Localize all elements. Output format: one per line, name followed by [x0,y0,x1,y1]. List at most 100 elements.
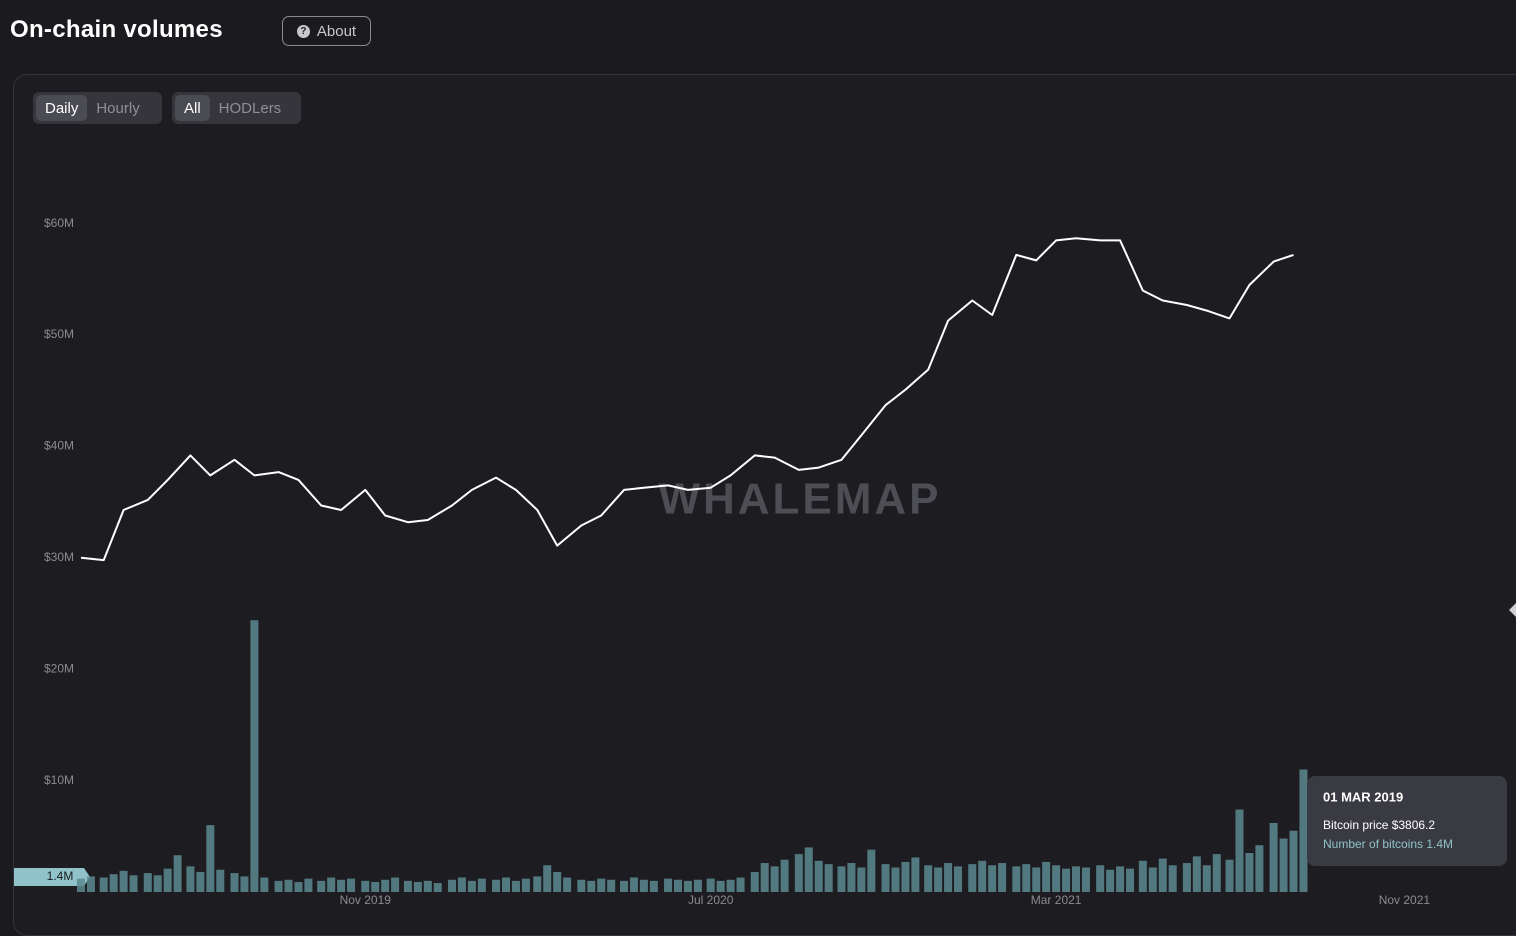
volume-bar [381,879,390,892]
scroll-arrow[interactable] [1509,603,1516,617]
volume-bar [327,877,336,892]
volume-bar [673,879,682,892]
volume-bar [1012,866,1021,892]
volume-bar [284,879,293,892]
volume-bar [587,880,596,892]
volume-bar [1269,822,1278,892]
volume-bar [1052,865,1061,892]
tooltip-count: Number of bitcoins 1.4M [1323,837,1453,851]
volume-bar [988,865,997,892]
volume-bar [457,877,466,892]
volume-bar [629,877,638,892]
volume-bar [1212,854,1221,892]
volume-bar [857,867,866,892]
volume-bar [954,866,963,892]
volume-bar [186,866,195,892]
volume-bar [433,883,442,892]
volume-bar [924,865,933,892]
volume-bar [726,879,735,892]
volume-bar [639,879,648,892]
volume-bar [543,865,552,892]
volume-bar [86,876,95,892]
volume-bar [304,878,313,892]
volume-bar [716,880,725,892]
volume-bar [361,880,370,892]
volume-bar [911,857,920,892]
volume-bar [1096,865,1105,892]
y-tick-label: $10M [44,773,74,787]
daily-button[interactable]: Daily [36,95,88,121]
volume-bar [1072,866,1081,892]
y-tick-label: $40M [44,439,74,453]
volume-bar [163,868,172,892]
about-label: About [316,22,357,40]
volume-bar [337,879,346,892]
volume-bar [274,880,283,892]
volume-bar [99,877,108,892]
volume-bar [837,866,846,892]
volume-bar [1062,868,1071,892]
volume-bar [143,873,152,892]
volume-bar [1022,864,1031,892]
volume-bar [770,866,779,892]
volume-bar [577,879,586,892]
y-tick-label: $50M [44,327,74,341]
volume-bar [1126,868,1135,892]
volume-bar [521,878,530,892]
volume-bar [1255,845,1264,892]
volume-bar [736,877,745,892]
volume-bar [250,620,259,892]
volume-bar [230,873,239,892]
volume-bar [1116,866,1125,892]
tooltip-date: 01 MAR 2019 [1323,789,1403,804]
volume-bar [216,869,225,892]
volume-bar [129,875,138,892]
volume-bar [1032,867,1041,892]
about-button[interactable]: ? About [282,16,371,46]
volume-bar [511,880,520,892]
volume-bar [76,878,85,892]
volume-bar [978,860,987,892]
hourly-button[interactable]: Hourly [96,99,140,117]
volume-bar [760,863,769,892]
volume-bar [317,880,326,892]
x-tick-label: Nov 2021 [1379,893,1431,907]
volume-bar [1202,865,1211,892]
all-button[interactable]: All [175,95,210,121]
volume-bar [1235,809,1244,892]
volume-bar [1168,865,1177,892]
volume-bar [998,863,1007,892]
volume-bar [1106,869,1115,892]
page: On-chain volumes {"header": {"title": "O… [10,16,1516,936]
volume-bar [1042,861,1051,892]
volume-bar [1299,769,1308,892]
volume-bar [607,879,616,892]
volume-bar [683,880,692,892]
interval-toggle: Daily Hourly [33,92,162,124]
tooltip-price: Bitcoin price $3806.2 [1323,818,1435,832]
volume-bar [347,878,356,892]
volume-bar [814,860,823,892]
volume-bar [153,875,162,892]
volume-bar [563,877,572,892]
volume-bar [1289,830,1298,892]
crosshair-label: 1.4M [47,869,74,883]
help-icon: ? [296,24,310,38]
volume-bar [423,880,432,892]
volume-bar [881,864,890,892]
price-line [80,237,1294,562]
volume-bar [403,880,412,892]
volume-bar [944,863,953,892]
volume-bar [553,871,562,892]
volume-bar [664,878,673,892]
volume-bar [934,867,943,892]
volume-bar [109,874,118,892]
volume-bar [891,867,900,892]
volume-bar [706,878,715,892]
volume-bar [780,859,789,892]
hodlers-button[interactable]: HODLers [218,99,282,117]
volume-bar [371,881,380,892]
volume-bar [533,876,542,892]
volume-bar [447,879,456,892]
x-tick-label: Jul 2020 [688,893,734,907]
